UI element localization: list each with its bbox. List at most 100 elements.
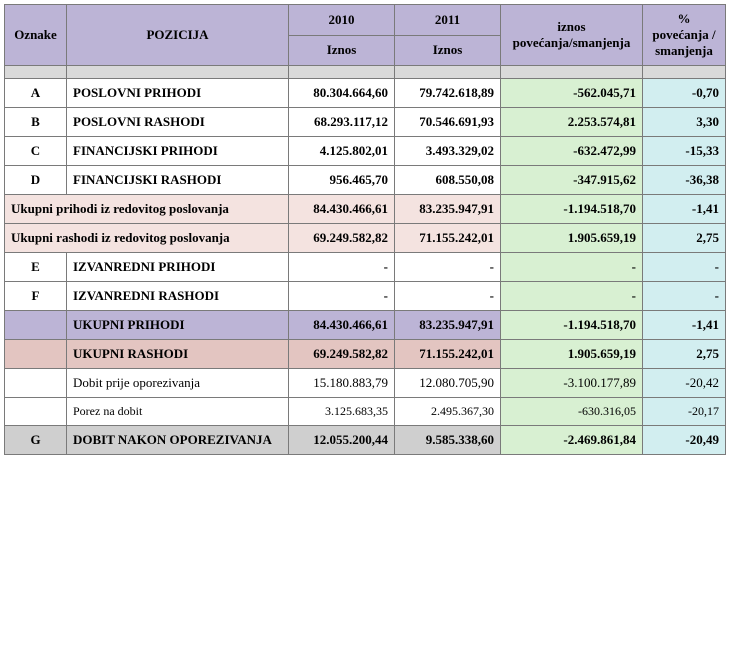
- row-pct: -20,17: [643, 398, 726, 426]
- row-oznake: G: [5, 426, 67, 455]
- table-row: UKUPNI PRIHODI84.430.466,6183.235.947,91…: [5, 311, 726, 340]
- row-y1: 80.304.664,60: [289, 79, 395, 108]
- row-pozicija: FINANCIJSKI RASHODI: [67, 166, 289, 195]
- table-row: DFINANCIJSKI RASHODI956.465,70608.550,08…: [5, 166, 726, 195]
- row-y2: 608.550,08: [395, 166, 501, 195]
- row-pozicija: FINANCIJSKI PRIHODI: [67, 137, 289, 166]
- row-label: Ukupni rashodi iz redovitog poslovanja: [5, 224, 289, 253]
- header-diff: iznos povećanja/smanjenja: [501, 5, 643, 66]
- row-pozicija: DOBIT NAKON OPOREZIVANJA: [67, 426, 289, 455]
- row-pct: -1,41: [643, 311, 726, 340]
- row-y2: 83.235.947,91: [395, 311, 501, 340]
- table-row: FIZVANREDNI RASHODI----: [5, 282, 726, 311]
- row-pozicija: IZVANREDNI RASHODI: [67, 282, 289, 311]
- row-y2: 79.742.618,89: [395, 79, 501, 108]
- row-y1: 3.125.683,35: [289, 398, 395, 426]
- row-oznake: E: [5, 253, 67, 282]
- row-oznake: C: [5, 137, 67, 166]
- row-pct: -: [643, 253, 726, 282]
- header-pozicija: POZICIJA: [67, 5, 289, 66]
- header-pct: % povećanja / smanjenja: [643, 5, 726, 66]
- header-year1: 2010: [289, 5, 395, 36]
- table-row: APOSLOVNI PRIHODI80.304.664,6079.742.618…: [5, 79, 726, 108]
- row-diff: 2.253.574,81: [501, 108, 643, 137]
- table-row: EIZVANREDNI PRIHODI----: [5, 253, 726, 282]
- row-pct: -15,33: [643, 137, 726, 166]
- row-y2: 9.585.338,60: [395, 426, 501, 455]
- table-row: Ukupni prihodi iz redovitog poslovanja84…: [5, 195, 726, 224]
- row-y1: 68.293.117,12: [289, 108, 395, 137]
- table-body: APOSLOVNI PRIHODI80.304.664,6079.742.618…: [5, 79, 726, 455]
- table-row: UKUPNI RASHODI69.249.582,8271.155.242,01…: [5, 340, 726, 369]
- row-y2: 83.235.947,91: [395, 195, 501, 224]
- table-row: CFINANCIJSKI PRIHODI4.125.802,013.493.32…: [5, 137, 726, 166]
- row-pct: 3,30: [643, 108, 726, 137]
- row-y2: 12.080.705,90: [395, 369, 501, 398]
- header-year2: 2011: [395, 5, 501, 36]
- row-diff: -1.194.518,70: [501, 311, 643, 340]
- row-y1: 84.430.466,61: [289, 195, 395, 224]
- table-header: Oznake POZICIJA 2010 2011 iznos povećanj…: [5, 5, 726, 79]
- row-y2: 71.155.242,01: [395, 340, 501, 369]
- row-pozicija: Porez na dobit: [67, 398, 289, 426]
- row-y1: 4.125.802,01: [289, 137, 395, 166]
- row-diff: -: [501, 282, 643, 311]
- row-y1: 12.055.200,44: [289, 426, 395, 455]
- row-oznake: A: [5, 79, 67, 108]
- row-pct: -36,38: [643, 166, 726, 195]
- row-y2: 3.493.329,02: [395, 137, 501, 166]
- row-diff: -347.915,62: [501, 166, 643, 195]
- table-row: Porez na dobit3.125.683,352.495.367,30-6…: [5, 398, 726, 426]
- row-diff: 1.905.659,19: [501, 340, 643, 369]
- row-y2: 2.495.367,30: [395, 398, 501, 426]
- row-pct: 2,75: [643, 224, 726, 253]
- row-pozicija: UKUPNI RASHODI: [67, 340, 289, 369]
- row-oznake: F: [5, 282, 67, 311]
- financial-table: Oznake POZICIJA 2010 2011 iznos povećanj…: [4, 4, 726, 455]
- row-y1: -: [289, 253, 395, 282]
- row-oznake: [5, 311, 67, 340]
- table-row: Ukupni rashodi iz redovitog poslovanja69…: [5, 224, 726, 253]
- row-diff: -1.194.518,70: [501, 195, 643, 224]
- row-oznake: [5, 369, 67, 398]
- row-oznake: [5, 340, 67, 369]
- row-y1: 84.430.466,61: [289, 311, 395, 340]
- header-oznake: Oznake: [5, 5, 67, 66]
- row-y2: 71.155.242,01: [395, 224, 501, 253]
- row-pct: -: [643, 282, 726, 311]
- header-spacer: [5, 66, 726, 79]
- row-y1: 15.180.883,79: [289, 369, 395, 398]
- row-pct: 2,75: [643, 340, 726, 369]
- row-oznake: B: [5, 108, 67, 137]
- row-oznake: [5, 398, 67, 426]
- table-row: BPOSLOVNI RASHODI68.293.117,1270.546.691…: [5, 108, 726, 137]
- row-pozicija: POSLOVNI RASHODI: [67, 108, 289, 137]
- row-diff: -3.100.177,89: [501, 369, 643, 398]
- row-y1: 69.249.582,82: [289, 340, 395, 369]
- row-pct: -20,42: [643, 369, 726, 398]
- row-pozicija: UKUPNI PRIHODI: [67, 311, 289, 340]
- row-pozicija: POSLOVNI PRIHODI: [67, 79, 289, 108]
- header-iznos1: Iznos: [289, 35, 395, 66]
- row-diff: 1.905.659,19: [501, 224, 643, 253]
- row-y2: -: [395, 253, 501, 282]
- row-y1: -: [289, 282, 395, 311]
- header-iznos2: Iznos: [395, 35, 501, 66]
- row-y1: 956.465,70: [289, 166, 395, 195]
- row-pozicija: Dobit prije oporezivanja: [67, 369, 289, 398]
- row-pct: -1,41: [643, 195, 726, 224]
- row-y2: 70.546.691,93: [395, 108, 501, 137]
- row-diff: -2.469.861,84: [501, 426, 643, 455]
- row-diff: -: [501, 253, 643, 282]
- row-diff: -630.316,05: [501, 398, 643, 426]
- row-y2: -: [395, 282, 501, 311]
- table-row: GDOBIT NAKON OPOREZIVANJA12.055.200,449.…: [5, 426, 726, 455]
- row-pozicija: IZVANREDNI PRIHODI: [67, 253, 289, 282]
- row-pct: -0,70: [643, 79, 726, 108]
- row-diff: -632.472,99: [501, 137, 643, 166]
- row-y1: 69.249.582,82: [289, 224, 395, 253]
- row-diff: -562.045,71: [501, 79, 643, 108]
- table-row: Dobit prije oporezivanja15.180.883,7912.…: [5, 369, 726, 398]
- row-label: Ukupni prihodi iz redovitog poslovanja: [5, 195, 289, 224]
- row-oznake: D: [5, 166, 67, 195]
